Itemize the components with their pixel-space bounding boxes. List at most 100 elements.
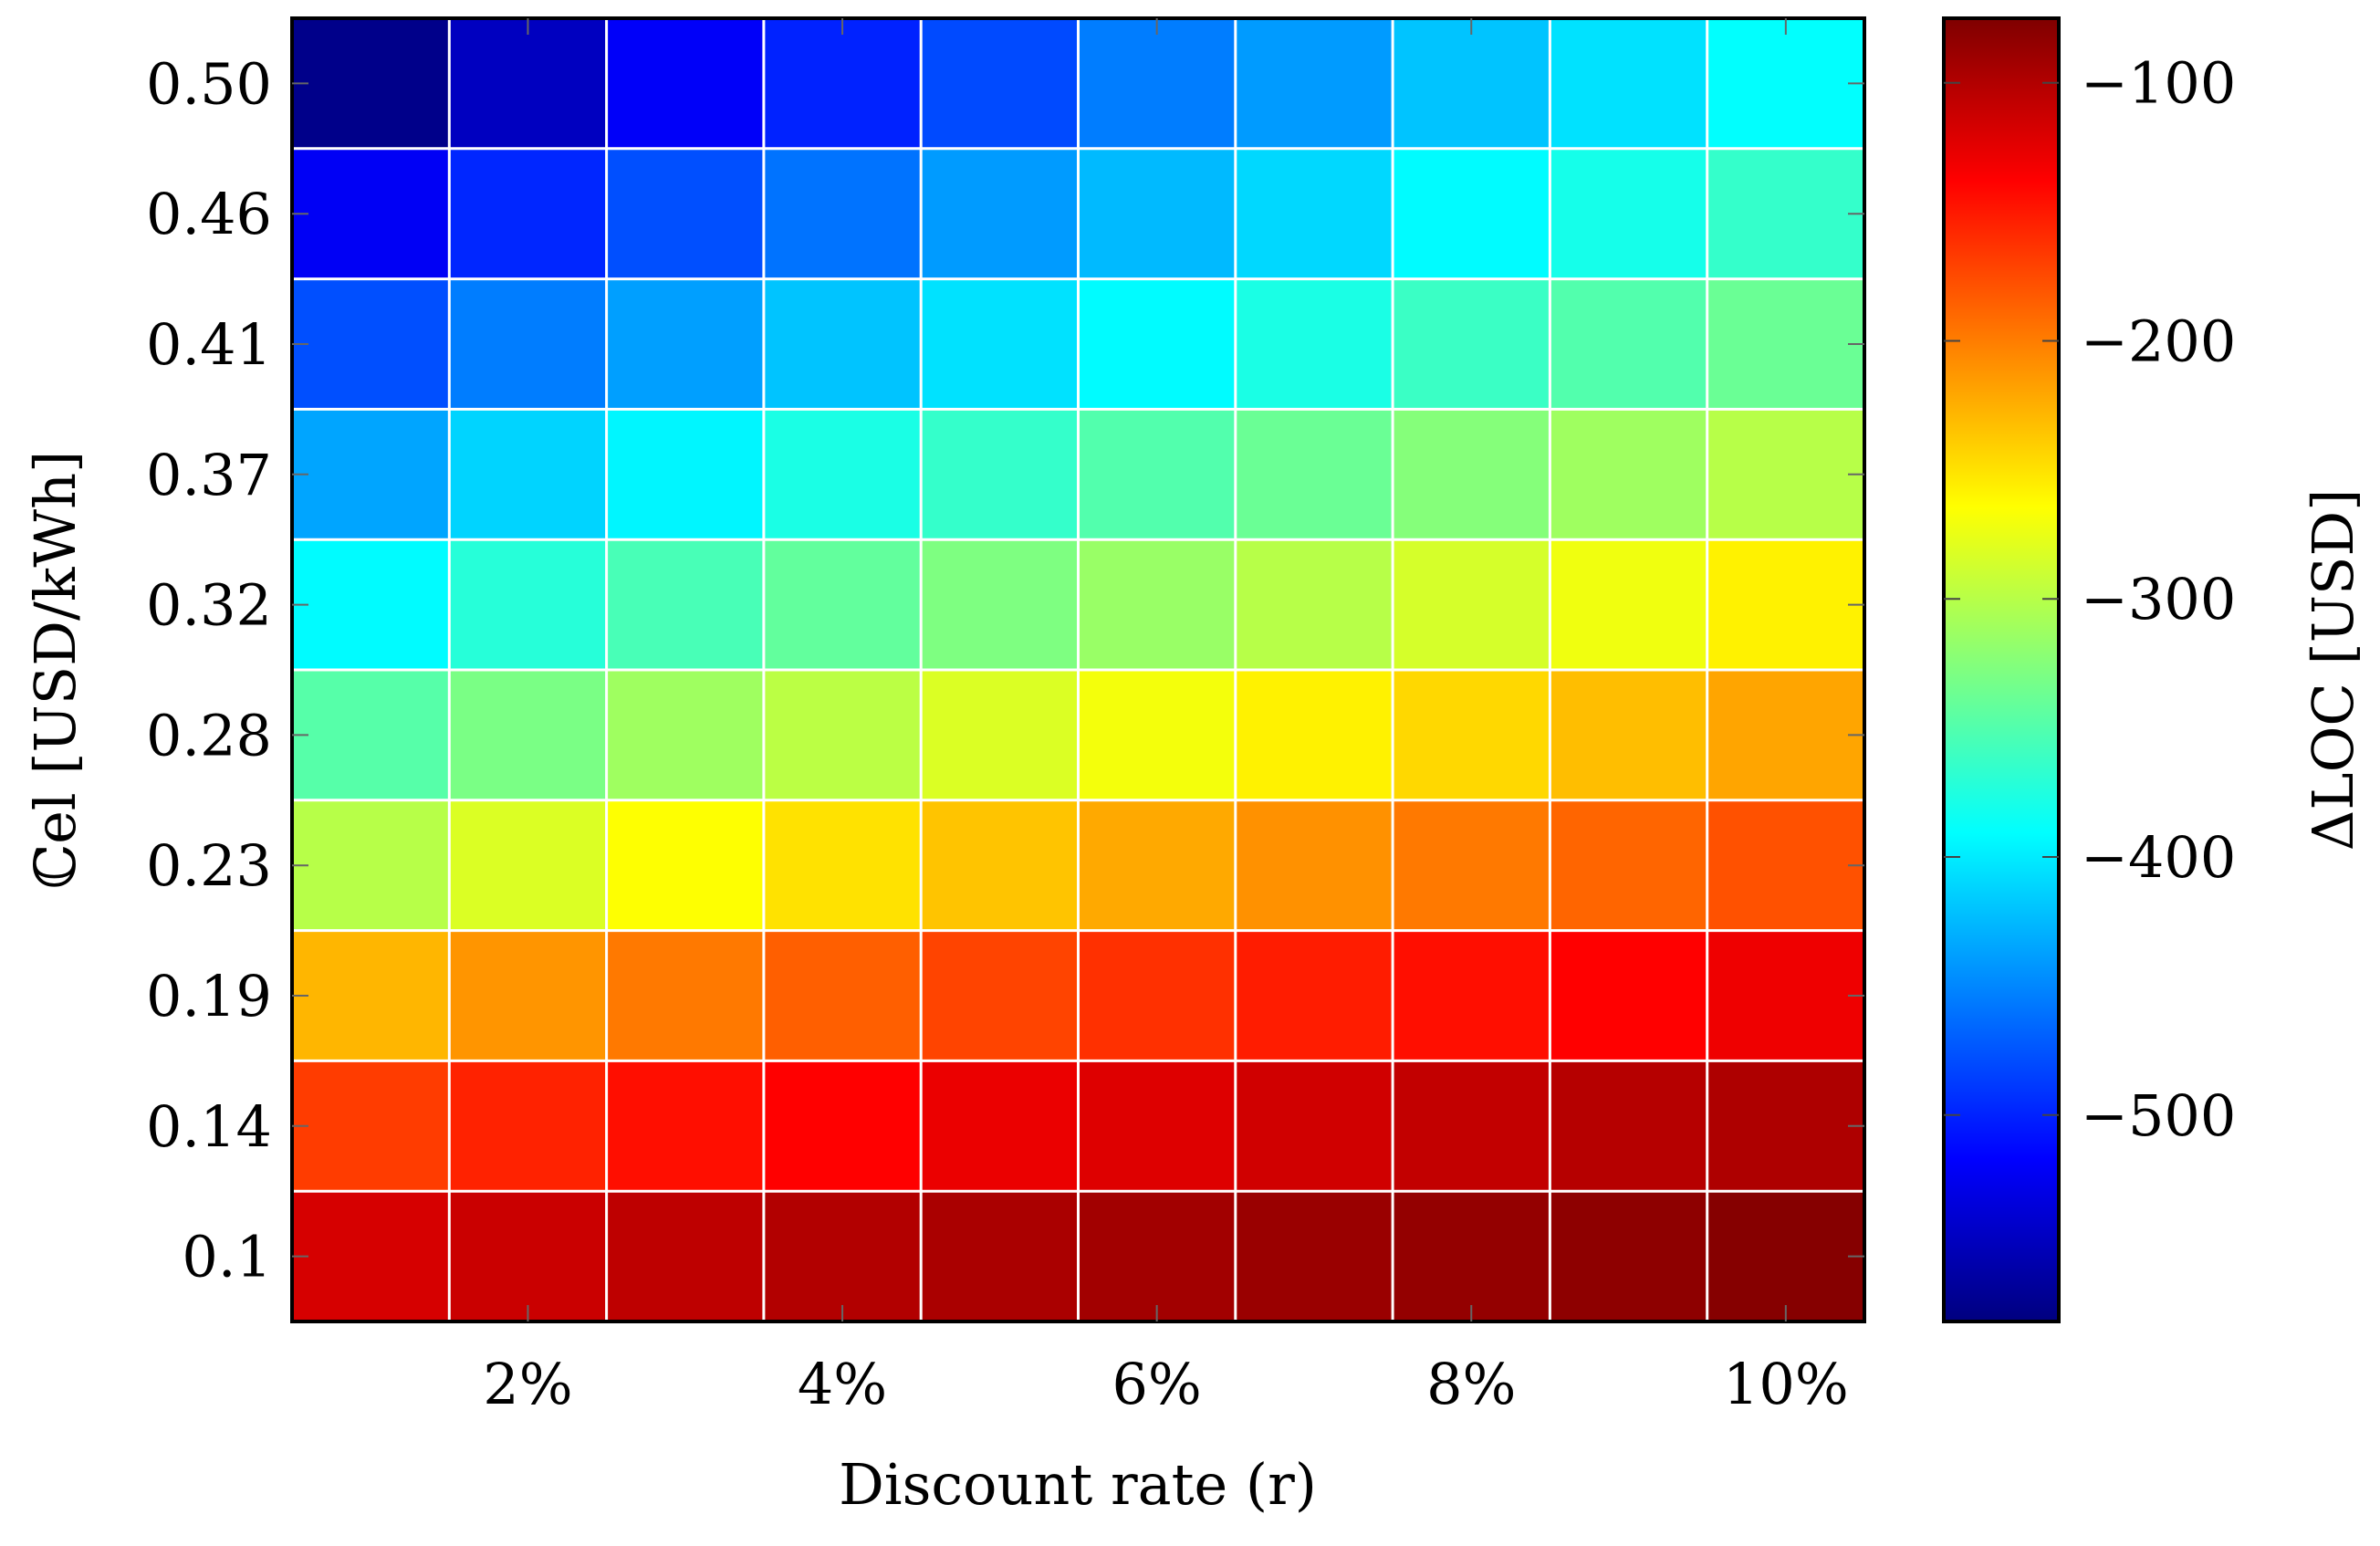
heatmap-cell xyxy=(292,278,450,410)
heatmap-cell xyxy=(606,670,765,801)
heatmap-cells xyxy=(292,18,1865,1322)
heatmap-cell xyxy=(921,930,1079,1061)
heatmap-cell xyxy=(763,799,922,932)
heatmap-cell xyxy=(921,799,1079,932)
heatmap-cell xyxy=(763,278,922,410)
y-tick-label: 0.19 xyxy=(146,963,272,1029)
heatmap-cell xyxy=(292,148,450,280)
heatmap-cell xyxy=(1707,18,1865,150)
y-tick-label: 0.37 xyxy=(146,442,272,508)
heatmap-cell xyxy=(1707,799,1865,932)
colorbar-tick-label: −500 xyxy=(2081,1082,2236,1149)
heatmap-cell xyxy=(1393,799,1550,932)
colorbar-tick-label: −200 xyxy=(2081,308,2236,374)
x-tick-label: 4% xyxy=(798,1351,887,1417)
y-tick-label: 0.46 xyxy=(146,181,272,247)
colorbar-ticks: −100 −200 −300 −400 −500 xyxy=(1944,50,2236,1149)
heatmap-cell xyxy=(1078,1191,1237,1322)
y-axis-ticks: 0.50 0.46 0.41 0.37 0.32 0.28 0.23 0.19 0.14 0.1 xyxy=(146,50,1864,1290)
heatmap-cell xyxy=(1078,930,1237,1061)
heatmap-cell xyxy=(1235,670,1394,801)
heatmap-cell xyxy=(1078,670,1237,801)
heatmap-cell xyxy=(1550,1191,1708,1322)
heatmap-cell xyxy=(763,1060,922,1192)
heatmap-cell xyxy=(292,18,450,150)
heatmap-cell xyxy=(1707,409,1865,540)
heatmap-cell xyxy=(606,930,765,1061)
heatmap-cell xyxy=(1235,1191,1394,1322)
heatmap-cell xyxy=(921,148,1079,280)
heatmap-cell xyxy=(763,539,922,671)
heatmap-cell xyxy=(292,799,450,932)
heatmap-cell xyxy=(1235,18,1394,150)
heatmap-cell xyxy=(1707,670,1865,801)
heatmap-cell xyxy=(449,539,608,671)
heatmap-cell xyxy=(292,1060,450,1192)
heatmap-cell xyxy=(1550,409,1708,540)
heatmap-cell xyxy=(1393,148,1550,280)
x-tick-label: 10% xyxy=(1723,1351,1849,1417)
heatmap-cell xyxy=(1393,18,1550,150)
heatmap-cell xyxy=(1707,278,1865,410)
y-tick-label: 0.50 xyxy=(146,50,272,117)
heatmap-cell xyxy=(1235,409,1394,540)
heatmap-cell xyxy=(1235,148,1394,280)
heatmap-cell xyxy=(1078,799,1237,932)
heatmap-cell xyxy=(449,1191,608,1322)
heatmap-cell xyxy=(1393,539,1550,671)
heatmap-cell xyxy=(449,148,608,280)
heatmap-cell xyxy=(763,18,922,150)
heatmap-cell xyxy=(449,670,608,801)
heatmap-cell xyxy=(1550,278,1708,410)
heatmap-cell xyxy=(1707,1191,1865,1322)
heatmap-cell xyxy=(1550,1060,1708,1192)
heatmap-cell xyxy=(449,799,608,932)
heatmap-cell xyxy=(292,1191,450,1322)
heatmap-cell xyxy=(292,930,450,1061)
heatmap-cell xyxy=(763,148,922,280)
x-axis-ticks: 2% 4% 6% 8% 10% xyxy=(483,18,1849,1417)
heatmap-cell xyxy=(921,278,1079,410)
x-tick-label: 2% xyxy=(483,1351,572,1417)
heatmap-cell xyxy=(1550,670,1708,801)
heatmap-cell xyxy=(292,409,450,540)
heatmap-cell xyxy=(449,18,608,150)
heatmap-cell xyxy=(606,409,765,540)
heatmap-cell xyxy=(1078,1060,1237,1192)
y-tick-label: 0.1 xyxy=(182,1224,272,1290)
heatmap-cell xyxy=(606,148,765,280)
colorbar-tick-label: −300 xyxy=(2081,566,2236,632)
heatmap-cell xyxy=(1235,539,1394,671)
y-tick-label: 0.32 xyxy=(146,572,272,639)
colorbar-label: ΔLOC [USD] xyxy=(2300,489,2366,851)
heatmap-cell xyxy=(606,1060,765,1192)
heatmap-cell xyxy=(1393,1060,1550,1192)
heatmap-cell xyxy=(292,539,450,671)
heatmap-cell xyxy=(606,539,765,671)
y-tick-label: 0.41 xyxy=(146,311,272,378)
heatmap-cell xyxy=(1393,930,1550,1061)
heatmap-cell xyxy=(449,278,608,410)
heatmap-cell xyxy=(763,409,922,540)
colorbar-tick-label: −100 xyxy=(2081,50,2236,117)
heatmap-cell xyxy=(921,1191,1079,1322)
heatmap-cell xyxy=(1393,278,1550,410)
cell-gridlines xyxy=(292,18,1864,1321)
heatmap-cell xyxy=(1235,930,1394,1061)
heatmap-cell xyxy=(763,930,922,1061)
heatmap-cell xyxy=(1078,18,1237,150)
heatmap-cell xyxy=(1550,799,1708,932)
heatmap-cell xyxy=(1393,1191,1550,1322)
heatmap-cell xyxy=(921,539,1079,671)
x-tick-label: 8% xyxy=(1426,1351,1516,1417)
heatmap-cell xyxy=(606,1191,765,1322)
heatmap-cell xyxy=(921,409,1079,540)
heatmap-cell xyxy=(1393,409,1550,540)
heatmap-cell xyxy=(921,18,1079,150)
x-axis-label: Discount rate (r) xyxy=(839,1451,1317,1518)
heatmap-cell xyxy=(1393,670,1550,801)
heatmap-cell xyxy=(1235,799,1394,932)
heatmap-cell xyxy=(1707,1060,1865,1192)
heatmap-cell xyxy=(1550,930,1708,1061)
